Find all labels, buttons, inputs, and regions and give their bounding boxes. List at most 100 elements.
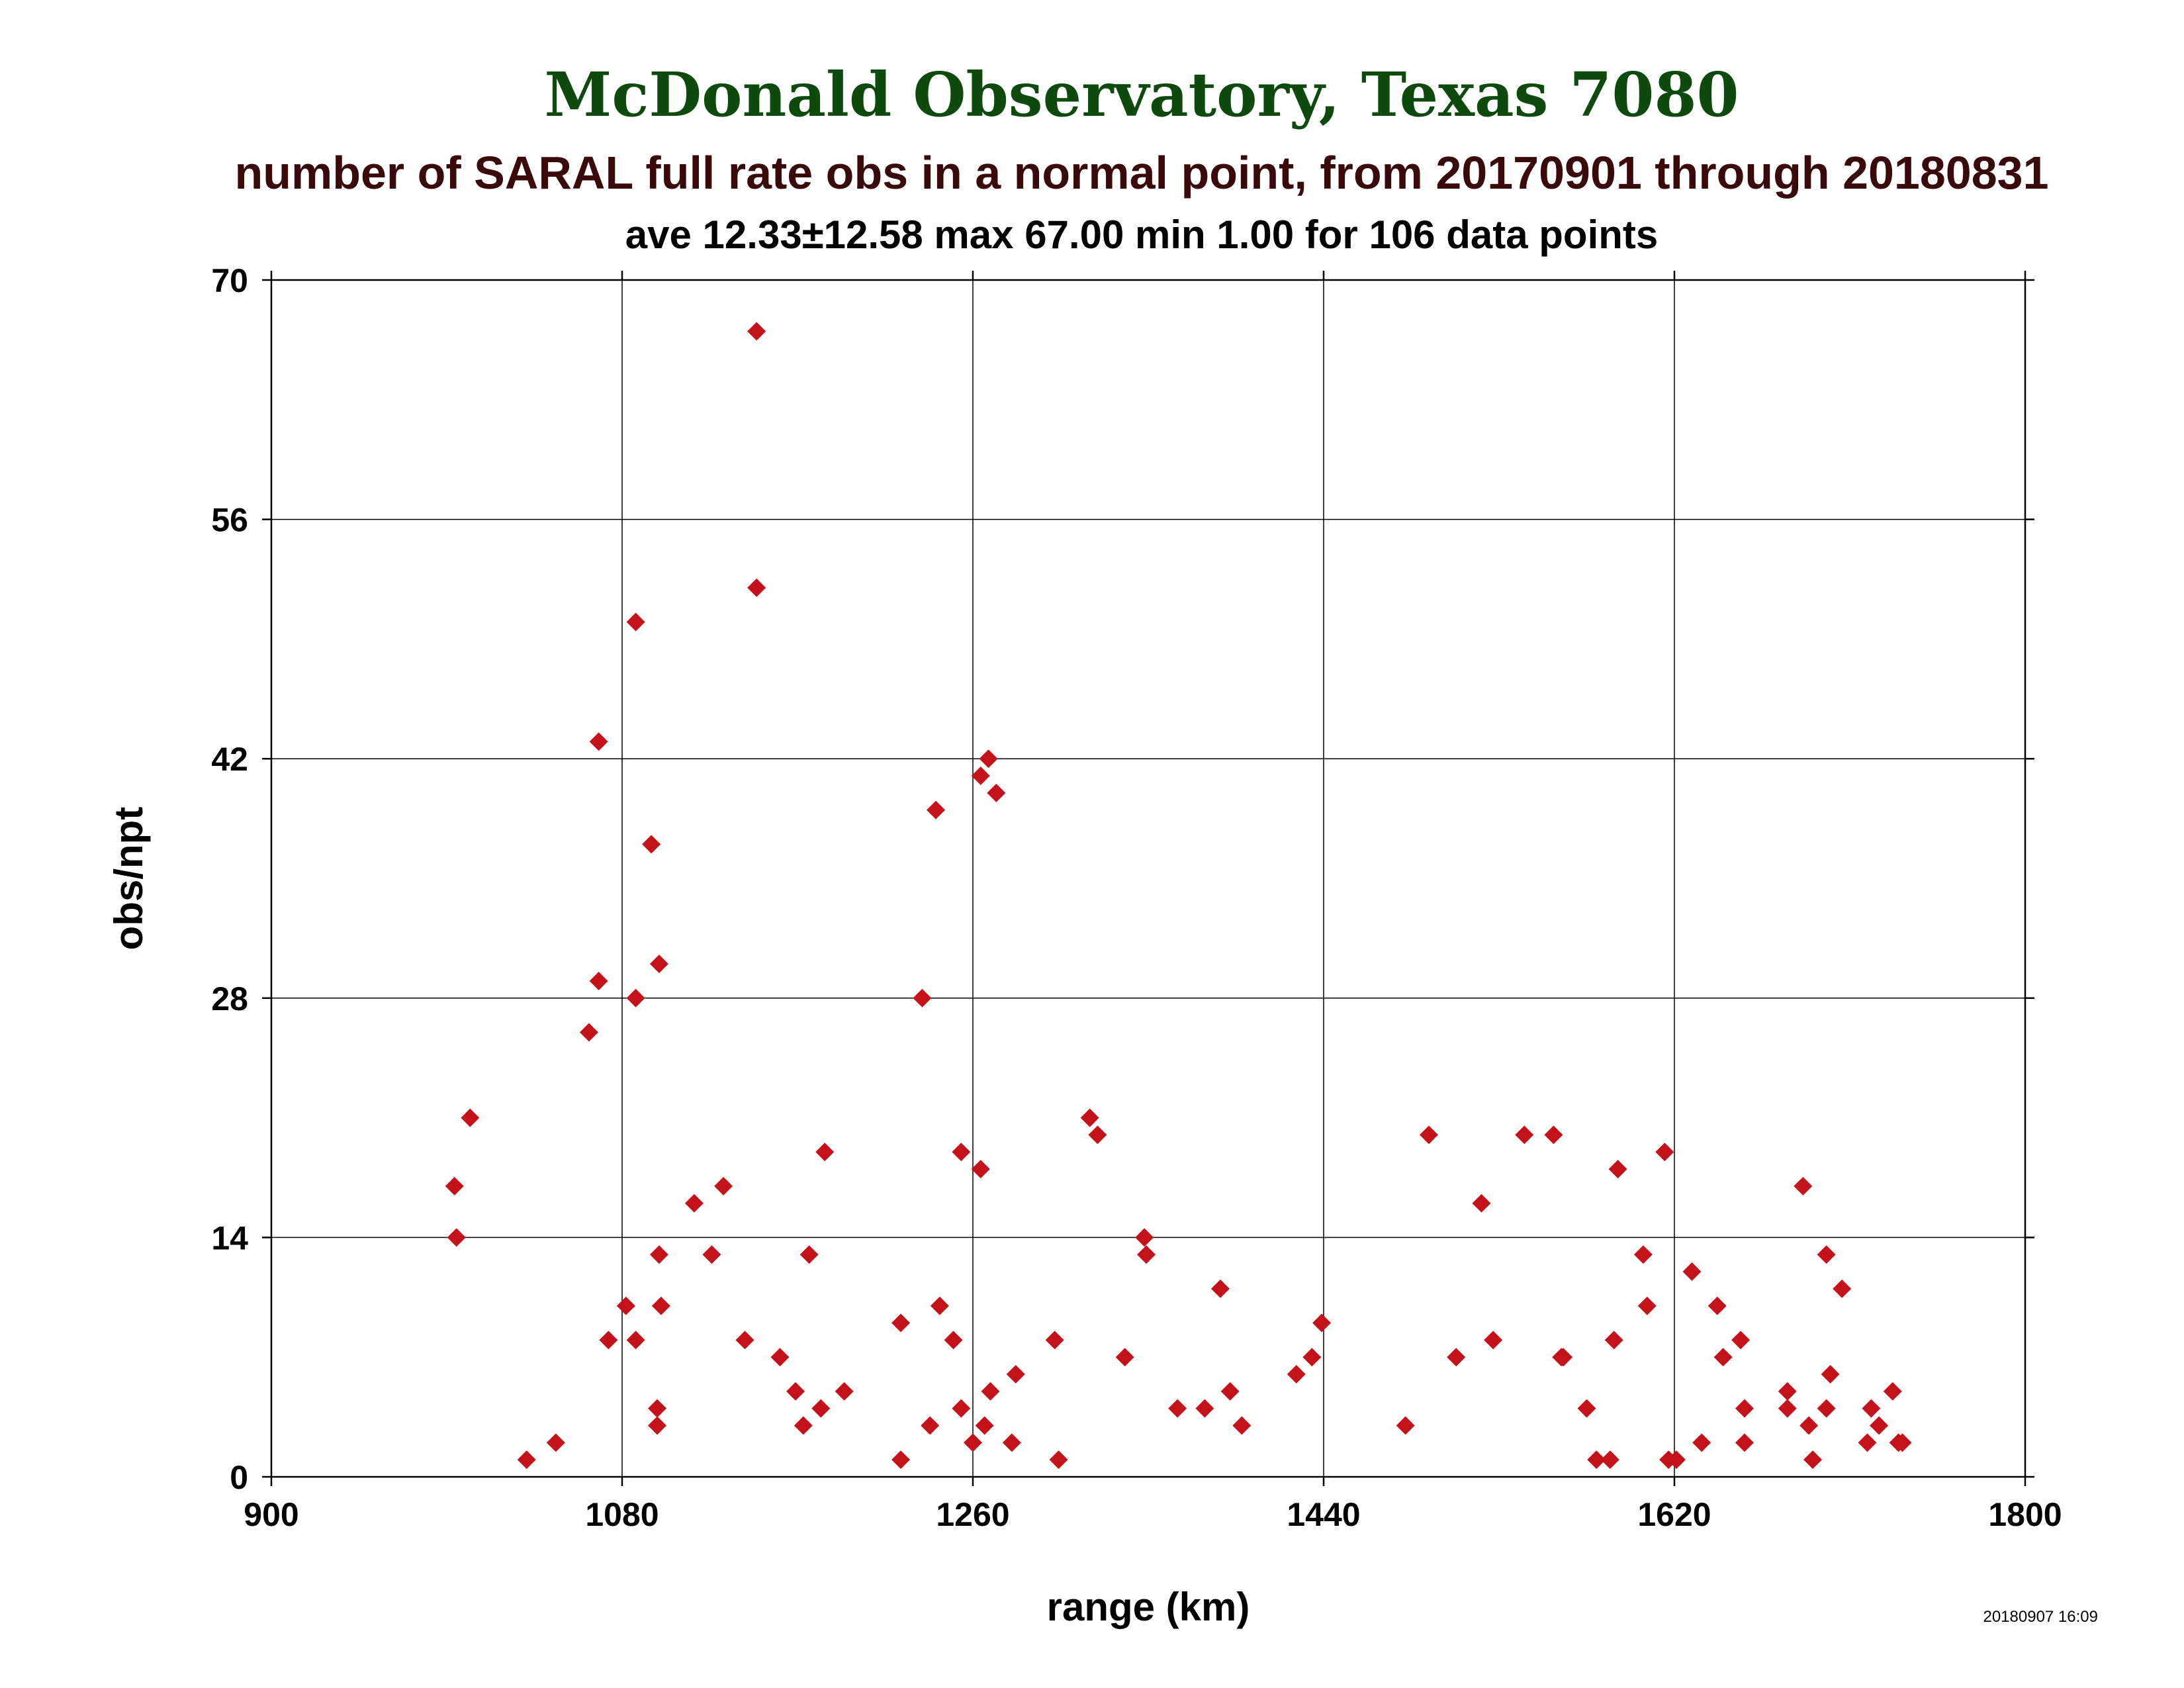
- data-point: [811, 1399, 831, 1418]
- data-point: [1893, 1433, 1912, 1452]
- data-point: [626, 988, 645, 1008]
- data-point: [1707, 1296, 1727, 1315]
- data-point: [1600, 1450, 1619, 1470]
- x-axis-label: range (km): [1047, 1585, 1250, 1629]
- chart-title: McDonald Observatory, Texas 7080: [545, 59, 1739, 130]
- data-point: [1195, 1399, 1214, 1418]
- data-point: [735, 1331, 754, 1350]
- x-tick-label: 1260: [936, 1496, 1009, 1533]
- y-tick-label: 14: [211, 1219, 248, 1256]
- data-point: [445, 1176, 464, 1196]
- data-point: [927, 800, 946, 820]
- y-tick-label: 0: [230, 1459, 248, 1496]
- data-point: [1006, 1365, 1025, 1384]
- data-point: [1870, 1416, 1889, 1435]
- data-point: [1045, 1331, 1064, 1350]
- data-point: [786, 1382, 805, 1401]
- data-point: [1794, 1176, 1813, 1196]
- data-point: [1633, 1245, 1653, 1264]
- data-point: [913, 988, 932, 1008]
- data-point: [1220, 1382, 1240, 1401]
- x-tick-label: 1620: [1637, 1496, 1711, 1533]
- data-point: [975, 1416, 994, 1435]
- axis-ticks: 900 1080 1260 1440 1620 1800 0 14 28 42 56 70: [211, 262, 2062, 1533]
- data-point: [944, 1331, 963, 1350]
- data-point: [979, 749, 998, 769]
- y-tick-label: 28: [211, 980, 248, 1017]
- data-point: [794, 1416, 813, 1435]
- data-point: [1731, 1331, 1751, 1350]
- x-tick-label: 1080: [585, 1496, 659, 1533]
- data-point: [1833, 1279, 1852, 1298]
- data-point: [930, 1296, 949, 1315]
- data-point: [799, 1245, 819, 1264]
- chart-subtitle: number of SARAL full rate obs in a norma…: [234, 147, 2048, 199]
- data-point: [1544, 1125, 1563, 1145]
- chart-stats: ave 12.33±12.58 max 67.00 min 1.00 for 1…: [625, 212, 1658, 257]
- data-point: [626, 612, 645, 632]
- data-point: [579, 1023, 598, 1042]
- data-point: [1484, 1331, 1503, 1350]
- data-point: [1080, 1108, 1099, 1127]
- x-tick-label: 1800: [1988, 1496, 2062, 1533]
- data-point: [1210, 1279, 1230, 1298]
- data-point: [964, 1433, 982, 1452]
- data-point: [1049, 1450, 1068, 1470]
- data-point: [1577, 1399, 1596, 1418]
- data-point: [747, 322, 766, 341]
- data-point: [461, 1108, 480, 1127]
- data-point: [1735, 1399, 1754, 1418]
- data-point: [921, 1416, 940, 1435]
- data-point: [1817, 1399, 1836, 1418]
- data-point: [1472, 1194, 1491, 1213]
- y-tick-label: 56: [211, 502, 248, 539]
- data-point: [952, 1399, 971, 1418]
- data-point: [546, 1433, 565, 1452]
- data-point: [1232, 1416, 1251, 1435]
- data-point: [642, 835, 661, 854]
- data-point: [952, 1143, 971, 1162]
- data-points: [445, 322, 1912, 1470]
- data-point: [1713, 1348, 1733, 1367]
- data-point: [891, 1313, 911, 1333]
- data-point: [1587, 1450, 1606, 1470]
- data-point: [648, 1416, 666, 1435]
- plot-frame: [270, 279, 2026, 1478]
- data-point: [1554, 1348, 1573, 1367]
- y-tick-label: 70: [211, 262, 248, 299]
- data-point: [1655, 1143, 1674, 1162]
- data-point: [684, 1194, 704, 1213]
- data-point: [648, 1399, 666, 1418]
- x-tick-label: 1440: [1287, 1496, 1360, 1533]
- data-point: [971, 1160, 990, 1179]
- x-tick-label: 900: [244, 1496, 298, 1533]
- data-point: [599, 1331, 618, 1350]
- data-point: [1168, 1399, 1187, 1418]
- data-point: [1420, 1125, 1438, 1145]
- data-point: [714, 1176, 733, 1196]
- data-point: [815, 1143, 835, 1162]
- data-point: [1135, 1228, 1154, 1247]
- data-point: [1137, 1245, 1156, 1264]
- data-point: [1088, 1125, 1107, 1145]
- data-point: [835, 1382, 854, 1401]
- data-point: [1287, 1365, 1306, 1384]
- data-point: [747, 578, 766, 597]
- data-point: [649, 1245, 668, 1264]
- data-point: [1608, 1160, 1627, 1179]
- data-point: [589, 971, 608, 990]
- data-point: [1692, 1433, 1711, 1452]
- data-point: [981, 1382, 1000, 1401]
- data-point: [1821, 1365, 1840, 1384]
- data-point: [651, 1296, 670, 1315]
- data-point: [447, 1228, 466, 1247]
- data-point: [1312, 1313, 1332, 1333]
- data-point: [987, 783, 1006, 802]
- data-point: [1682, 1262, 1702, 1282]
- grid: [271, 280, 2025, 1477]
- data-point: [1002, 1433, 1021, 1452]
- data-point: [1115, 1348, 1134, 1367]
- data-point: [626, 1331, 645, 1350]
- data-point: [1447, 1348, 1466, 1367]
